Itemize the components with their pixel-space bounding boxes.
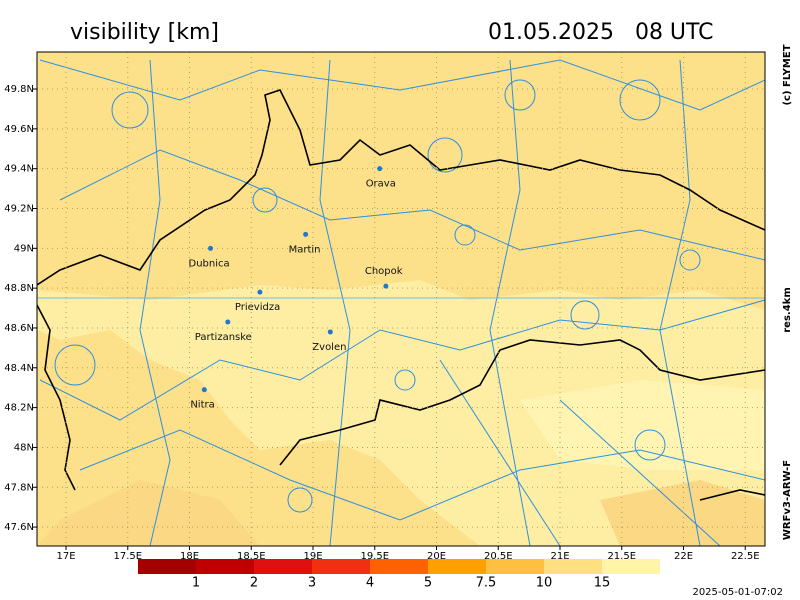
x-tick-label: 19.5E [360,551,389,562]
legend-swatch [196,559,254,574]
legend-swatch [138,559,196,574]
city-label: Partizanske [195,332,252,343]
x-tick-label: 22E [674,551,693,562]
city-marker [208,245,214,251]
y-tick-label: 47.8N [4,482,34,493]
light-area [37,280,765,546]
city-label: Prievidza [235,302,280,313]
y-tick-label: 48.8N [4,283,34,294]
y-tick-label: 49.4N [4,164,34,175]
legend-swatch [312,559,370,574]
y-tick-label: 49.2N [4,204,34,215]
darker-area [37,480,765,546]
border-north [37,89,765,286]
city-label: Chopok [365,266,403,277]
legend-label: 5 [424,576,432,591]
x-tick-label: 21E [550,551,569,562]
y-tick-label: 48.6N [4,323,34,334]
y-tick-label: 49N [14,243,34,254]
x-tick-label: 22.5E [731,551,760,562]
city-label: Zvolen [312,342,346,353]
y-tick-label: 48.2N [4,403,34,414]
airspace-lines [39,59,765,546]
city-label: Orava [366,179,396,190]
title: visibility [km] [70,20,219,45]
legend-swatch [486,559,544,574]
model: WRFv3-ARW-F [782,460,793,540]
x-tick-label: 18E [180,551,199,562]
datetime: 01.05.2025 08 UTC [488,20,714,45]
legend-label: 1 [192,576,200,591]
y-tick-label: 48N [14,442,34,453]
x-tick-label: 17.5E [113,551,142,562]
border-south [37,304,765,501]
legend-label: 15 [594,576,611,591]
x-tick-label: 21.5E [607,551,636,562]
frame [36,51,766,547]
legend-label: 4 [366,576,374,591]
city-marker [383,283,389,289]
lighter-area [520,380,765,470]
legend-swatch [602,559,660,574]
city-marker [303,231,309,237]
city-marker [201,387,207,393]
x-tick-label: 17E [56,551,75,562]
city-label: Nitra [190,400,214,411]
city-label: Martin [289,244,321,255]
legend-swatch [544,559,602,574]
y-tick-label: 49.8N [4,84,34,95]
y-tick-label: 48.4N [4,363,34,374]
legend-label: 10 [536,576,553,591]
legend-swatch [370,559,428,574]
x-tick-label: 18.5E [237,551,266,562]
legend-swatch [428,559,486,574]
city-marker [377,166,383,172]
x-tick-label: 19E [303,551,322,562]
legend-label: 2 [250,576,258,591]
city-marker [257,289,263,295]
y-tick-label: 47.6N [4,522,34,533]
city-marker [327,329,333,335]
legend-label: 3 [308,576,316,591]
resolution: res.4km [782,287,793,333]
legend-label: 7.5 [476,576,497,591]
copyright: (c) FLYMET [782,44,793,105]
legend-swatch [254,559,312,574]
x-tick-label: 20E [427,551,446,562]
y-tick-label: 49.6N [4,124,34,135]
x-tick-label: 20.5E [484,551,513,562]
timestamp: 2025-05-01-07:02 [692,587,783,598]
map-area: Orava Martin Dubnica Chopok Prievidza Partiza… [37,52,765,546]
city-marker [225,319,231,325]
city-label: Dubnica [189,258,230,269]
